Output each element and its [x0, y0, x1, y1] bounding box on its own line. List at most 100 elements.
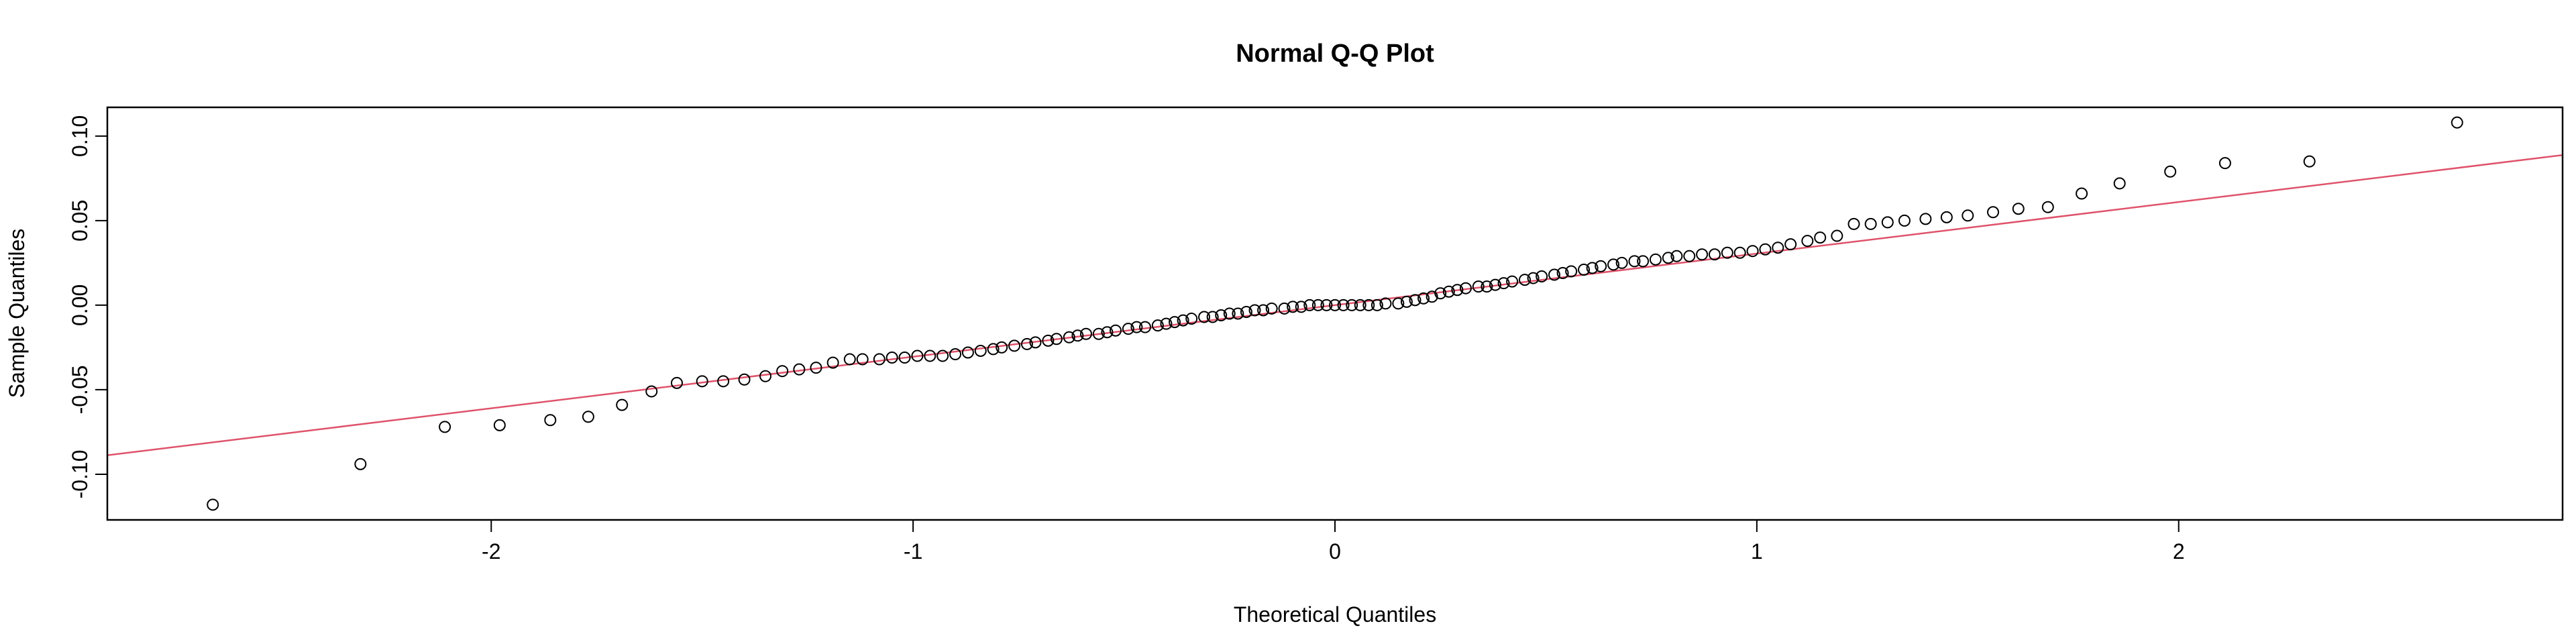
data-point — [2076, 187, 2088, 200]
data-point — [873, 353, 885, 366]
data-point — [1295, 301, 1307, 313]
reference-line-layer — [107, 154, 2563, 456]
data-point — [1122, 323, 1134, 335]
data-point — [1772, 241, 1784, 254]
data-point — [738, 373, 751, 386]
y-tick-label: -0.10 — [68, 449, 92, 498]
data-point — [1063, 331, 1075, 343]
data-point — [776, 365, 789, 378]
data-point — [1919, 213, 1932, 225]
data-point — [996, 341, 1008, 354]
data-point — [1434, 287, 1447, 300]
data-point — [1215, 309, 1228, 322]
data-point — [1278, 302, 1291, 315]
data-point — [1130, 321, 1143, 333]
data-point — [924, 350, 936, 362]
data-point — [949, 347, 962, 360]
data-point — [1400, 295, 1413, 308]
y-axis-label: Sample Quantiles — [5, 229, 29, 398]
y-tick-label: 0.10 — [68, 115, 92, 157]
data-point — [1527, 272, 1540, 284]
data-point — [2041, 201, 2054, 213]
data-point — [1101, 326, 1114, 339]
plot-frame — [106, 106, 2564, 521]
data-point — [439, 421, 451, 433]
data-point — [582, 411, 594, 423]
data-point — [843, 353, 856, 366]
data-point — [1050, 333, 1063, 345]
data-point — [1721, 246, 1733, 259]
data-point — [1185, 313, 1198, 325]
qq-reference-line — [107, 154, 2563, 456]
data-point — [1637, 255, 1650, 268]
data-point — [1311, 299, 1324, 311]
data-point — [1257, 304, 1270, 317]
data-point — [2451, 116, 2463, 129]
data-point — [1442, 285, 1455, 298]
data-point — [1556, 267, 1569, 280]
data-point — [1595, 260, 1607, 272]
data-point — [810, 362, 822, 374]
data-point — [1784, 238, 1797, 251]
data-point — [1265, 302, 1278, 315]
data-point — [1160, 317, 1173, 330]
data-point — [1481, 280, 1493, 293]
data-point — [1303, 299, 1316, 311]
data-point — [696, 375, 708, 388]
data-point — [1864, 217, 1877, 230]
data-point — [1881, 216, 1894, 229]
data-point — [2012, 203, 2025, 215]
data-point — [1548, 268, 1561, 281]
data-point — [1831, 229, 1843, 242]
data-point — [2303, 155, 2316, 168]
data-point — [1248, 304, 1261, 317]
data-point — [1708, 248, 1721, 261]
data-point — [898, 352, 911, 364]
y-tick-label: 0.05 — [68, 200, 92, 241]
data-point — [1371, 299, 1383, 311]
data-point — [1733, 246, 1746, 259]
data-point — [1746, 245, 1759, 258]
data-point — [1536, 270, 1548, 283]
data-point — [1042, 334, 1055, 347]
data-point — [616, 398, 629, 411]
data-point — [1071, 329, 1084, 342]
data-point — [1506, 275, 1519, 288]
data-point — [1814, 231, 1827, 244]
data-point — [1079, 327, 1092, 340]
data-point — [856, 353, 869, 366]
data-point — [1020, 337, 1033, 350]
data-point — [354, 458, 367, 470]
data-point — [2113, 177, 2126, 190]
data-point — [1206, 311, 1219, 323]
data-point — [1240, 305, 1252, 318]
data-point — [1459, 282, 1472, 294]
data-point — [1354, 299, 1366, 311]
data-point — [1223, 307, 1236, 320]
data-point — [1987, 206, 2000, 219]
data-point — [1898, 214, 1911, 227]
x-tick-label: 0 — [1329, 539, 1341, 564]
data-point — [1092, 327, 1105, 340]
data-point — [717, 375, 730, 388]
data-point — [826, 356, 839, 369]
data-point — [670, 376, 683, 389]
data-point — [1320, 299, 1333, 311]
data-point — [1232, 307, 1244, 320]
data-point — [1151, 319, 1164, 332]
data-point — [1451, 284, 1464, 297]
x-tick-label: 1 — [1751, 539, 1763, 564]
data-point — [1628, 255, 1641, 268]
data-point — [1565, 265, 1578, 278]
data-point — [1578, 263, 1591, 276]
data-point — [1409, 294, 1421, 307]
data-point — [2164, 165, 2177, 178]
data-point — [911, 350, 924, 362]
data-point — [1198, 311, 1211, 323]
data-point — [1008, 339, 1021, 352]
data-point — [1287, 301, 1299, 313]
data-point — [1962, 209, 1974, 222]
y-tick-label: 0.00 — [68, 284, 92, 326]
data-point — [1346, 299, 1358, 311]
